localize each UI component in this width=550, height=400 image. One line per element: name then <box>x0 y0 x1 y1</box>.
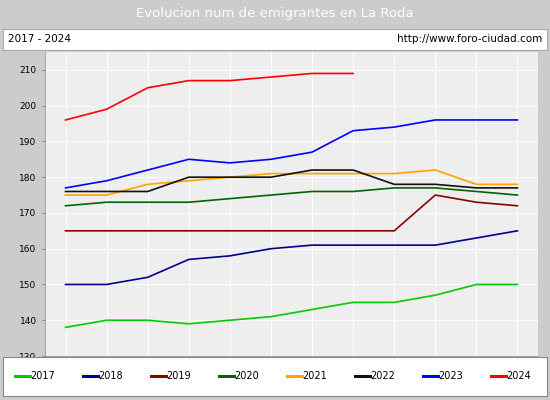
Text: 2018: 2018 <box>98 371 123 382</box>
Text: Evolucion num de emigrantes en La Roda: Evolucion num de emigrantes en La Roda <box>136 8 414 20</box>
Text: http://www.foro-ciudad.com: http://www.foro-ciudad.com <box>397 34 542 44</box>
Text: 2020: 2020 <box>234 371 259 382</box>
Text: 2023: 2023 <box>438 371 463 382</box>
Text: 2024: 2024 <box>507 371 531 382</box>
Text: 2017 - 2024: 2017 - 2024 <box>8 34 71 44</box>
Text: 2017: 2017 <box>30 371 55 382</box>
Text: 2021: 2021 <box>302 371 327 382</box>
Text: 2022: 2022 <box>370 371 395 382</box>
Text: 2019: 2019 <box>166 371 191 382</box>
